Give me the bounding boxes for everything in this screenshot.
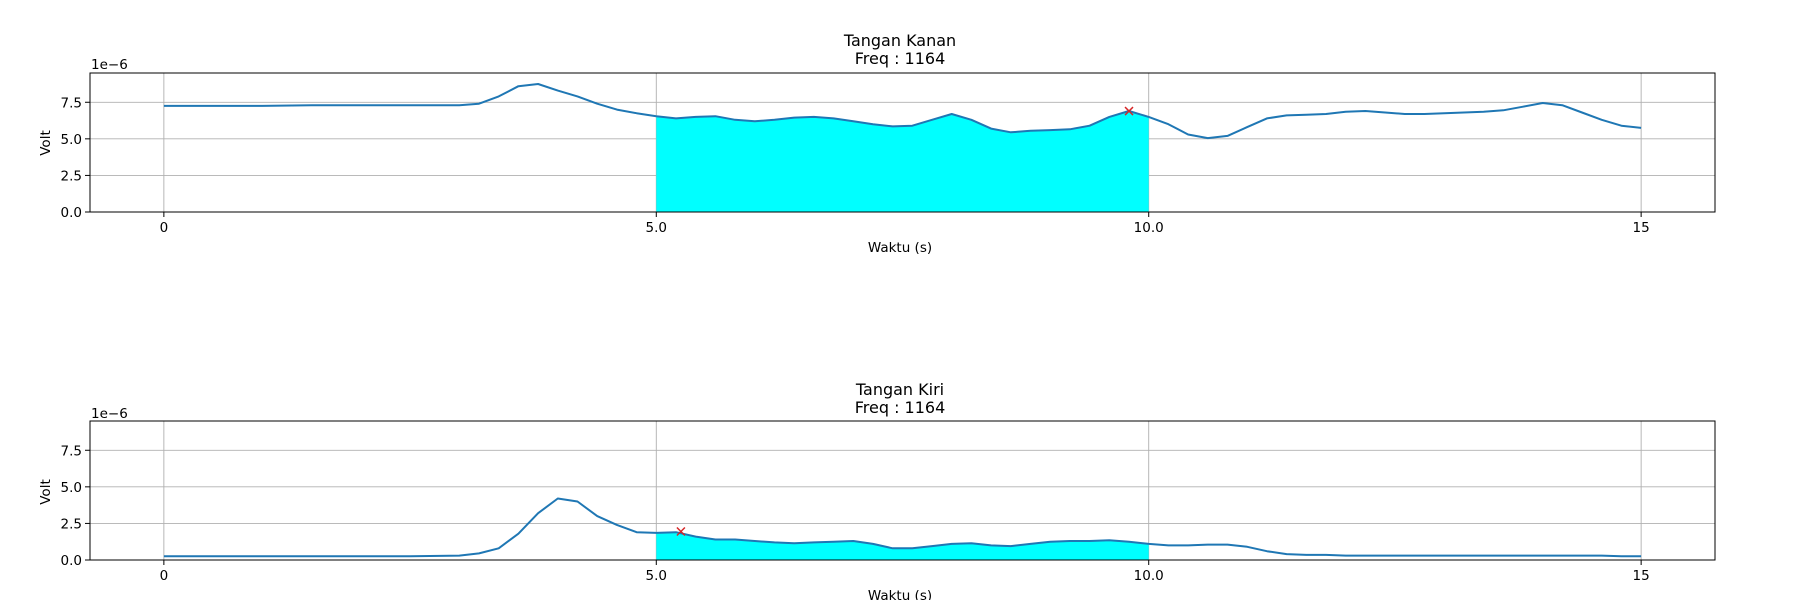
y-tick-label: 7.5 xyxy=(61,443,82,459)
y-axis-label: Volt xyxy=(38,479,54,505)
peak-marker xyxy=(1124,106,1134,116)
chart-title-line1: Tangan Kanan xyxy=(843,31,956,50)
y-offset-label: 1e−6 xyxy=(91,406,128,422)
axes-frame xyxy=(89,420,1716,561)
x-tick-label: 10.0 xyxy=(1134,568,1164,584)
x-tick-label: 15 xyxy=(1633,568,1650,584)
series-line xyxy=(163,83,1642,140)
x-tick-label: 10.0 xyxy=(1134,220,1164,236)
x-tick-label: 15 xyxy=(1633,220,1650,236)
plot-content-kiri: 0 5.0 10.0 15 0.0 2.5 5.0 7.5 xyxy=(61,420,1716,584)
y-tick-label: 2.5 xyxy=(61,168,82,184)
x-axis-label: Waktu (s) xyxy=(868,240,932,256)
y-tick-label: 0.0 xyxy=(61,553,82,569)
y-tick-label: 0.0 xyxy=(61,205,82,221)
y-offset-label: 1e−6 xyxy=(91,57,128,73)
x-axis-label: Waktu (s) xyxy=(868,588,932,600)
fill-area xyxy=(656,532,1149,560)
x-tick-label: 5.0 xyxy=(646,220,667,236)
chart-title-line2: Freq : 1164 xyxy=(855,398,946,417)
axes-frame xyxy=(89,72,1716,213)
y-tick-label: 5.0 xyxy=(61,132,82,148)
y-tick-label: 5.0 xyxy=(61,480,82,496)
y-axis-label: Volt xyxy=(38,130,54,156)
series-line xyxy=(163,497,1642,558)
plot-content-kanan: 0 5.0 10.0 15 0.0 2.5 5.0 7.5 xyxy=(61,72,1716,236)
x-tick-label: 0 xyxy=(160,220,169,236)
chart-title-line1: Tangan Kiri xyxy=(855,380,944,399)
x-tick-label: 0 xyxy=(160,568,169,584)
fill-area xyxy=(656,111,1149,212)
y-tick-label: 2.5 xyxy=(61,516,82,532)
chart-tangan-kiri: 0 5.0 10.0 15 0.0 2.5 5.0 7.5 Tangan Kiri Freq … xyxy=(38,380,1716,600)
peak-marker xyxy=(676,526,686,536)
y-tick-label: 7.5 xyxy=(61,95,82,111)
chart-title-line2: Freq : 1164 xyxy=(855,49,946,68)
x-tick-label: 5.0 xyxy=(646,568,667,584)
chart-tangan-kanan: 0 5.0 10.0 15 0.0 2.5 5.0 7.5 Tangan Kanan Freq… xyxy=(38,31,1716,256)
